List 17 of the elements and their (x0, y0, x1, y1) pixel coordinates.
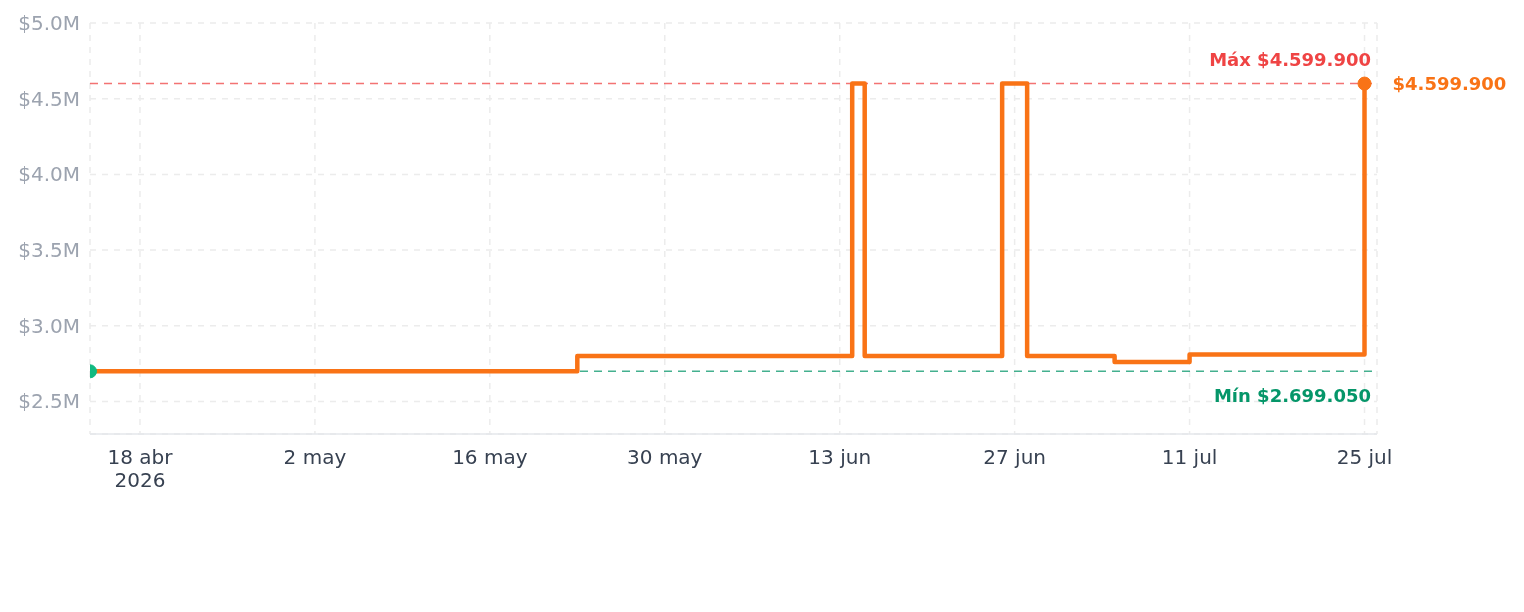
x-tick-label: 25 jul (1336, 445, 1393, 469)
y-tick-label: $3.0M (18, 313, 80, 338)
y-tick-label: $5.0M (18, 11, 80, 35)
ref-line-label: Mín $2.699.050 (1213, 384, 1371, 406)
x-tick-label: 11 jul (1161, 445, 1218, 469)
y-tick-label: $4.5M (18, 86, 80, 111)
y-tick-label: $4.0M (18, 162, 80, 187)
ref-line-label: Máx $4.599.900 (1209, 49, 1371, 71)
x-tick-label: 16 may (452, 445, 528, 469)
x-tick-label: 30 may (627, 445, 703, 469)
y-tick-label: $3.5M (18, 238, 80, 263)
y-tick-label: $2.5M (18, 389, 80, 414)
x-tick-label: 2 may (283, 445, 347, 469)
x-tick-label: 27 jun (983, 445, 1046, 469)
x-tick-label: 13 jun (808, 445, 872, 469)
x-tick-label: 18 abr 2026 (107, 445, 174, 492)
annotation: $4.599.900 (1392, 73, 1507, 95)
